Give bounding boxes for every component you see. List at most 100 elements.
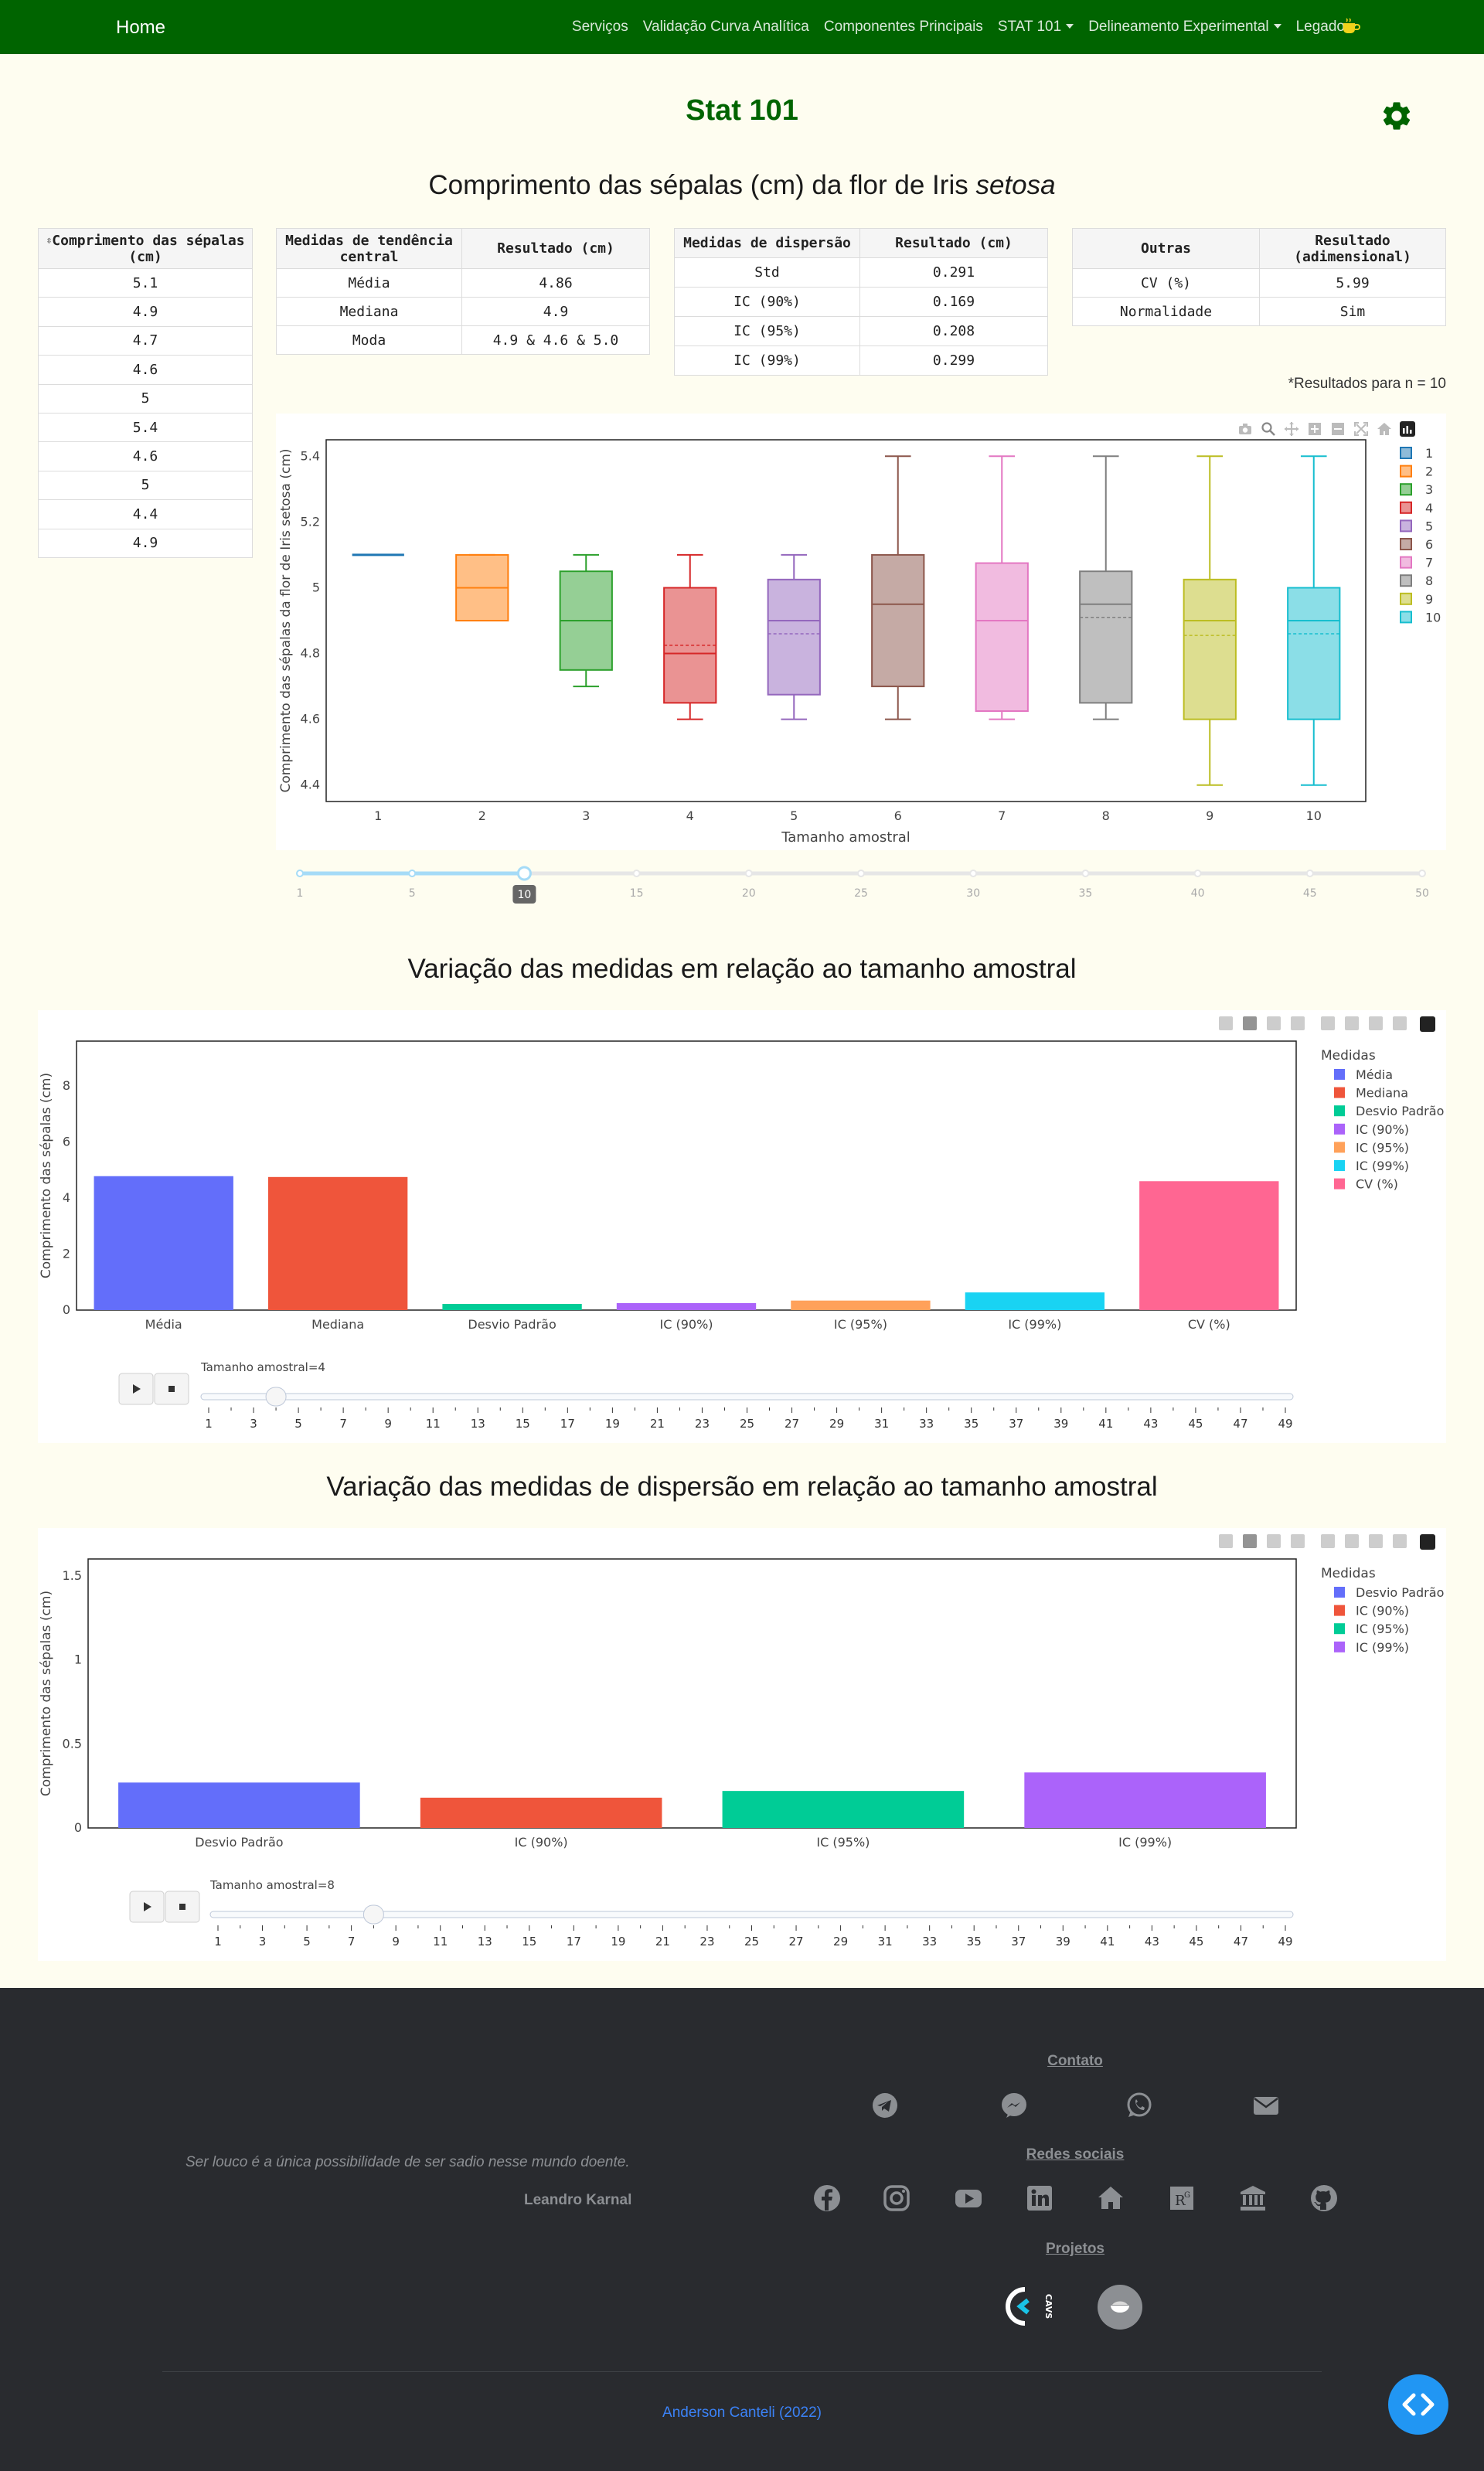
youtube-icon[interactable] [955,2184,982,2212]
nav-item-delineamento[interactable]: Delineamento Experimental [1088,19,1281,36]
contact-heading[interactable]: Contato [1047,2053,1103,2069]
table-row: IC (99%) 0.299 [674,345,1048,376]
play-icon [133,1384,141,1394]
stop-icon [168,1386,175,1392]
zoom-out-icon[interactable] [1345,1016,1359,1030]
legend-label: IC (95%) [1356,1140,1409,1155]
table-cell: 0.208 [859,316,1048,346]
project-logo-icon[interactable] [1097,2284,1143,2330]
table-row: 5.4 [38,412,253,443]
animation-slider-handle[interactable] [265,1387,287,1407]
stop-button[interactable] [154,1373,189,1405]
legend-swatch [1400,556,1412,569]
cavs-logo-icon[interactable]: CAVS [1002,2283,1056,2330]
page-title: Stat 101 [686,94,798,127]
legend-label: Desvio Padrão [1356,1104,1444,1118]
svg-text:G: G [1184,2191,1190,2200]
home-icon[interactable] [1097,2184,1125,2212]
social-heading[interactable]: Redes sociais [1026,2146,1125,2163]
slider-tick-label: 43 [1143,1417,1158,1431]
home-icon[interactable] [1393,1534,1407,1548]
box-body [1079,570,1133,704]
telegram-icon[interactable] [871,2092,899,2119]
camera-icon[interactable] [1219,1534,1233,1548]
nav-item-componentes[interactable]: Componentes Principais [823,19,983,35]
table-row: 5 [38,383,253,414]
institution-icon[interactable] [1239,2184,1267,2212]
projects-heading[interactable]: Projetos [1045,2241,1105,2257]
zoom-icon[interactable] [1243,1016,1257,1030]
code-icon [1402,2393,1435,2416]
autoscale-icon[interactable] [1369,1534,1383,1548]
box-select-icon[interactable] [1291,1534,1305,1548]
nav-item-validacao[interactable]: Validação Curva Analítica [642,19,809,35]
code-button[interactable] [1388,2374,1448,2435]
plotly-logo-icon[interactable] [1420,1016,1435,1032]
slider-handle[interactable] [516,866,532,881]
legend-swatch [1334,1623,1345,1635]
instagram-icon[interactable] [883,2184,910,2212]
table-cell: 4.6 [38,441,253,471]
x-tick-label: Desvio Padrão [468,1317,556,1332]
nav-item-stat101[interactable]: STAT 101 [998,19,1074,36]
messenger-icon[interactable] [1000,2092,1028,2119]
table-cell: Média [276,268,462,298]
table-cell: 5.4 [38,412,253,443]
copyright-link[interactable]: Anderson Canteli (2022) [662,2405,822,2421]
home-link[interactable]: Home [116,17,166,38]
animation-slider-handle[interactable] [362,1904,384,1925]
pan-icon[interactable] [1267,1534,1281,1548]
facebook-icon[interactable] [813,2184,841,2212]
camera-icon[interactable] [1219,1016,1233,1030]
pan-icon[interactable] [1284,421,1299,437]
legend-title: Medidas [1321,1566,1376,1581]
whatsapp-icon[interactable] [1125,2092,1153,2119]
slider-tick-label: 20 [742,887,756,900]
play-button[interactable] [129,1891,165,1923]
table-cell: 5 [38,470,253,501]
data-table-header[interactable]: ⇳Comprimento das sépalas (cm) [38,228,253,269]
slider-tick-label: 11 [426,1417,441,1431]
autoscale-icon[interactable] [1353,421,1369,437]
gear-icon[interactable] [1380,99,1414,133]
stop-button[interactable] [165,1891,200,1923]
plotly-logo-icon[interactable] [1400,421,1415,437]
zoom-in-icon[interactable] [1321,1534,1335,1548]
table-row: Normalidade Sim [1072,297,1446,326]
nav-item-servicos[interactable]: Serviços [571,19,628,35]
zoom-out-icon[interactable] [1345,1534,1359,1548]
home-icon[interactable] [1393,1016,1407,1030]
home-icon[interactable] [1377,421,1392,437]
sort-icon[interactable]: ⇳ [46,234,53,247]
slider-tick-label: 3 [250,1417,257,1431]
slider-tick-label: 41 [1098,1417,1113,1431]
linkedin-icon[interactable] [1026,2184,1053,2212]
results-note: *Resultados para n = 10 [1288,376,1446,392]
bar [267,1176,408,1310]
email-icon[interactable] [1252,2092,1280,2119]
y-tick-label: 0.5 [63,1736,82,1751]
pan-icon[interactable] [1267,1016,1281,1030]
bar [420,1797,662,1828]
animation-slider-rail [209,1911,1294,1918]
autoscale-icon[interactable] [1369,1016,1383,1030]
zoom-icon[interactable] [1261,421,1276,437]
slider-tick-label: 3 [259,1935,267,1949]
legend-label: 9 [1425,592,1433,607]
play-button[interactable] [118,1373,154,1405]
plotly-logo-icon[interactable] [1420,1534,1435,1550]
zoom-in-icon[interactable] [1321,1016,1335,1030]
coffee-icon[interactable] [1341,17,1361,36]
camera-icon[interactable] [1237,421,1253,437]
x-tick-label: 1 [374,808,382,823]
github-icon[interactable] [1310,2184,1338,2212]
researchgate-icon[interactable]: RG [1168,2184,1196,2212]
zoom-in-icon[interactable] [1307,421,1322,437]
legend-label: IC (90%) [1356,1122,1409,1137]
zoom-out-icon[interactable] [1330,421,1346,437]
nav-item-legado[interactable]: Legado [1296,19,1357,36]
zoom-icon[interactable] [1243,1534,1257,1548]
box-select-icon[interactable] [1291,1016,1305,1030]
legend-title: Medidas [1321,1048,1376,1064]
